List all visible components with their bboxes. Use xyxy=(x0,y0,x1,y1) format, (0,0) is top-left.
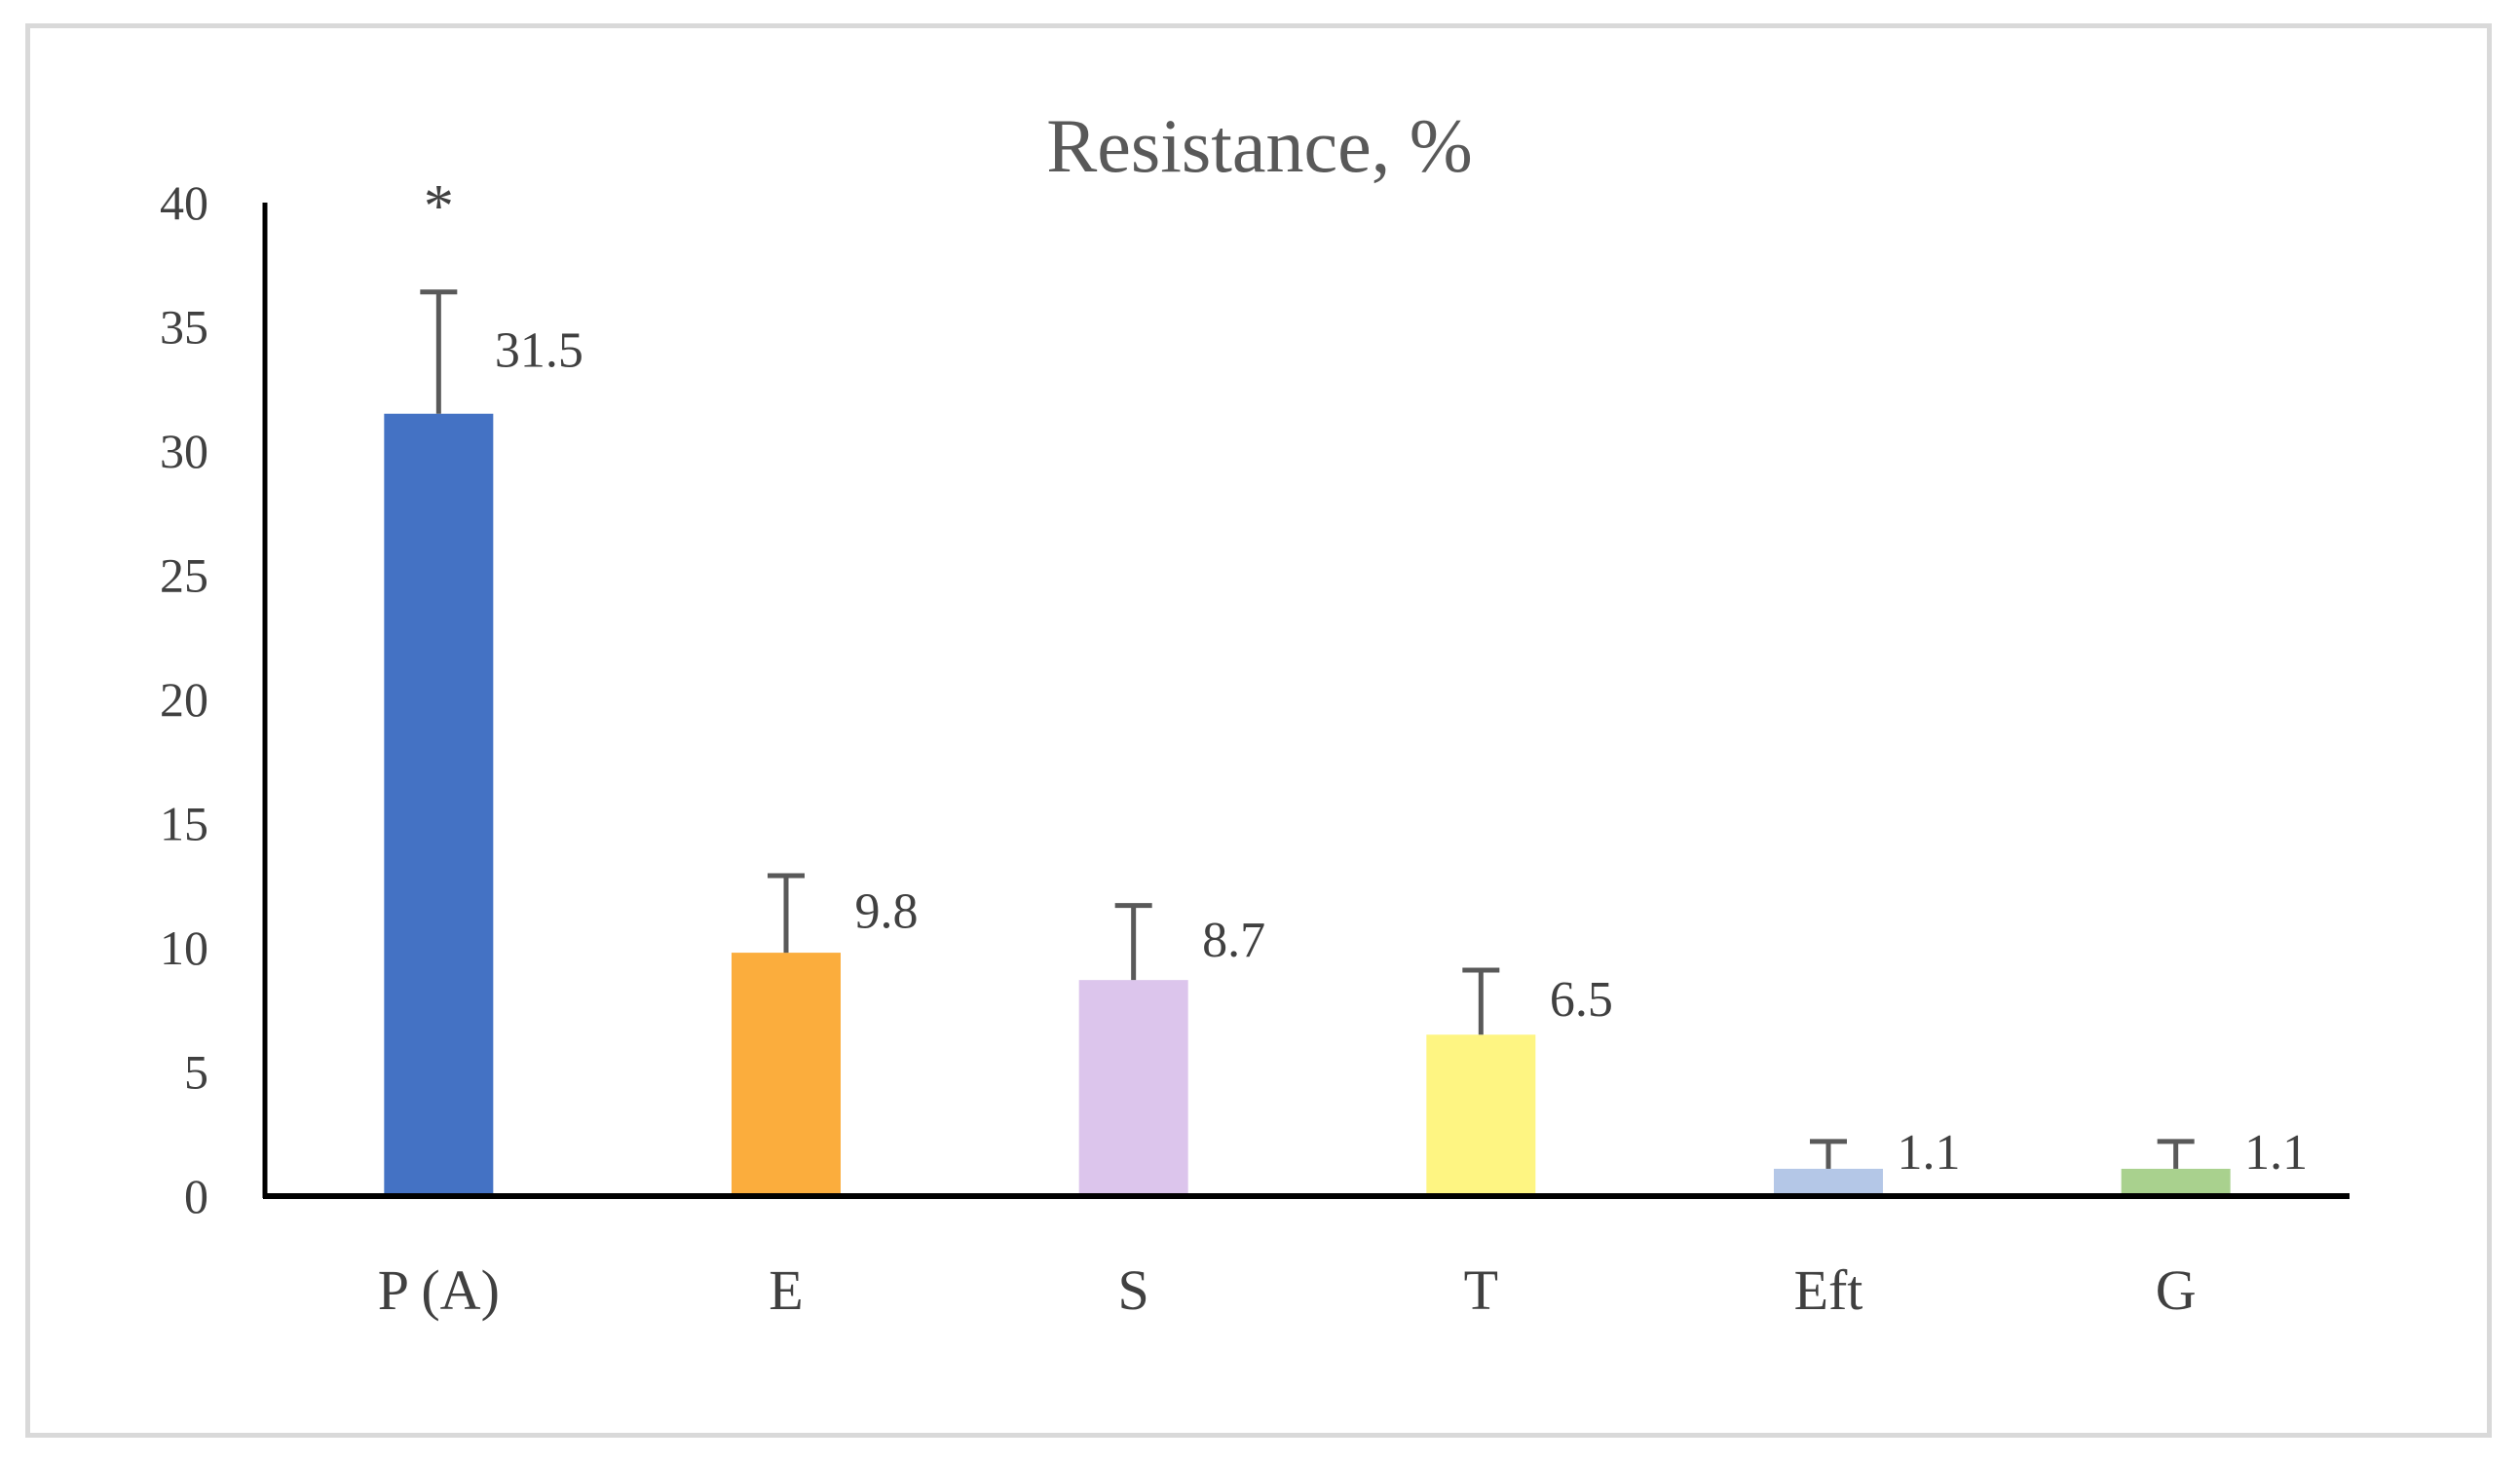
y-tick-label: 15 xyxy=(160,797,208,851)
bar xyxy=(384,413,494,1196)
y-tick-label: 30 xyxy=(160,424,208,478)
data-label: 8.7 xyxy=(1202,913,1265,968)
x-tick-label: G xyxy=(2156,1258,2197,1322)
bar xyxy=(2121,1168,2231,1196)
y-tick-label: 35 xyxy=(160,300,208,355)
bar xyxy=(1774,1168,1883,1196)
y-tick-label: 0 xyxy=(184,1169,208,1223)
x-tick-label: S xyxy=(1118,1258,1149,1322)
data-label: 1.1 xyxy=(1898,1125,1961,1181)
data-label: 6.5 xyxy=(1550,972,1613,1028)
bar xyxy=(1426,1034,1536,1196)
chart-marks: 0 5 10 15 20 25 30 35 40 31.5 P (A) 9.8 E 8.7 S 6.5 T 1.1… xyxy=(160,173,2350,1322)
y-tick-label: 5 xyxy=(184,1045,208,1100)
data-label: 31.5 xyxy=(495,322,583,378)
y-tick-label: 20 xyxy=(160,672,208,727)
x-tick-label: E xyxy=(769,1258,803,1322)
y-tick-label: 10 xyxy=(160,920,208,975)
y-tick-label: 40 xyxy=(160,175,208,230)
x-tick-label: Eft xyxy=(1794,1258,1863,1322)
bar xyxy=(732,953,841,1196)
x-tick-label: P (A) xyxy=(378,1258,500,1322)
significance-marker: * xyxy=(424,173,454,240)
chart-title: Resistance, % xyxy=(1046,103,1473,188)
bar xyxy=(1078,980,1188,1196)
data-label: 9.8 xyxy=(855,884,919,940)
data-label: 1.1 xyxy=(2244,1125,2308,1181)
y-tick-label: 25 xyxy=(160,548,208,603)
x-tick-label: T xyxy=(1464,1258,1498,1322)
